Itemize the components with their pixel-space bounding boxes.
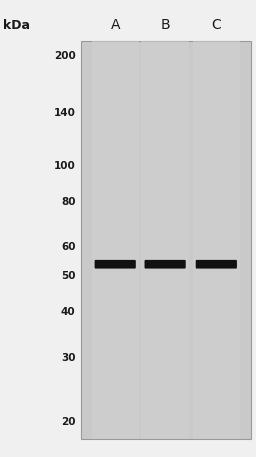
Bar — [81, 41, 251, 439]
Text: C: C — [211, 18, 221, 32]
Bar — [193, 41, 240, 439]
Text: 50: 50 — [61, 271, 76, 282]
Text: kDa: kDa — [3, 19, 29, 32]
Text: 30: 30 — [61, 353, 76, 362]
Text: 200: 200 — [54, 51, 76, 61]
Text: 140: 140 — [54, 108, 76, 118]
Text: 40: 40 — [61, 307, 76, 317]
FancyBboxPatch shape — [95, 260, 136, 269]
Bar — [141, 41, 189, 439]
Text: 20: 20 — [61, 417, 76, 427]
FancyBboxPatch shape — [196, 260, 237, 269]
Text: 60: 60 — [61, 243, 76, 253]
Text: B: B — [160, 18, 170, 32]
Text: 80: 80 — [61, 197, 76, 207]
FancyBboxPatch shape — [144, 260, 186, 269]
Bar — [92, 41, 139, 439]
Text: 100: 100 — [54, 161, 76, 171]
Text: A: A — [110, 18, 120, 32]
